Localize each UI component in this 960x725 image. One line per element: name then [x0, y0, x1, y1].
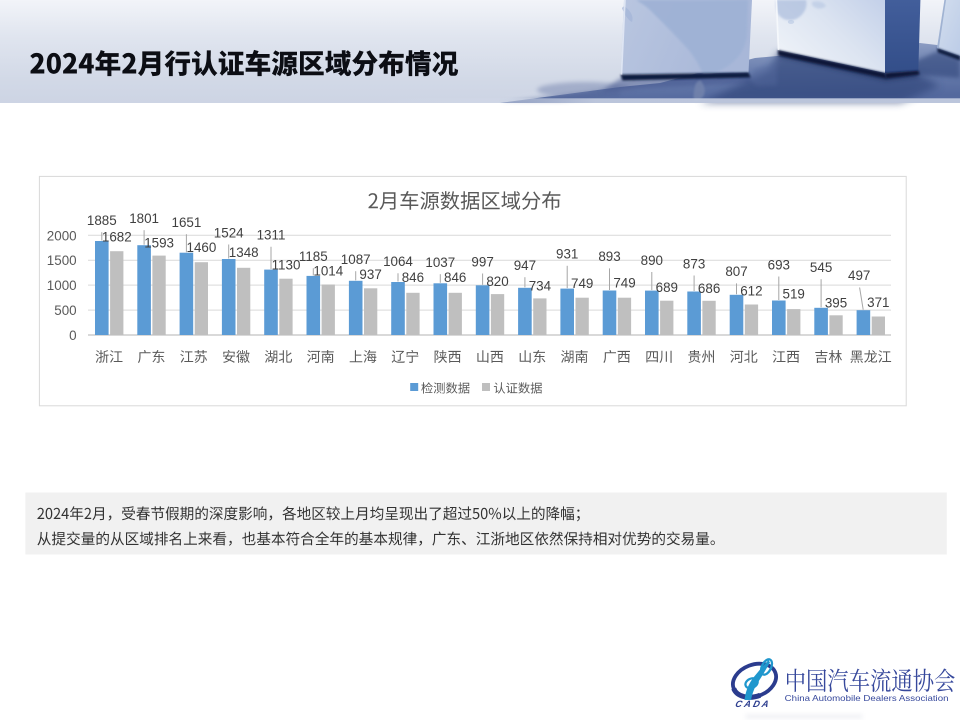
svg-text:890: 890 — [641, 253, 663, 268]
svg-text:893: 893 — [598, 249, 620, 264]
svg-text:1000: 1000 — [47, 278, 77, 293]
svg-text:1037: 1037 — [425, 255, 455, 270]
svg-text:689: 689 — [656, 280, 678, 295]
svg-text:CADA: CADA — [734, 699, 772, 709]
svg-text:807: 807 — [725, 264, 747, 279]
svg-text:2000: 2000 — [47, 228, 77, 243]
svg-text:749: 749 — [571, 276, 593, 291]
svg-text:1064: 1064 — [383, 254, 413, 269]
svg-text:395: 395 — [825, 296, 847, 311]
svg-text:1593: 1593 — [144, 236, 174, 251]
svg-text:931: 931 — [556, 247, 578, 262]
svg-text:371: 371 — [867, 295, 889, 310]
svg-text:873: 873 — [683, 256, 705, 271]
svg-text:612: 612 — [740, 284, 762, 299]
svg-text:1524: 1524 — [214, 225, 244, 240]
svg-text:545: 545 — [810, 260, 832, 275]
svg-text:846: 846 — [402, 270, 424, 285]
svg-text:1500: 1500 — [47, 253, 77, 268]
svg-text:947: 947 — [514, 258, 536, 273]
svg-text:734: 734 — [529, 278, 552, 293]
svg-text:China Automobile Dealers Assoc: China Automobile Dealers Association — [785, 693, 949, 703]
svg-text:937: 937 — [359, 267, 381, 282]
svg-text:1682: 1682 — [102, 230, 132, 245]
svg-text:686: 686 — [698, 281, 720, 296]
svg-text:1087: 1087 — [341, 252, 371, 267]
svg-text:1014: 1014 — [313, 264, 343, 279]
svg-text:1651: 1651 — [172, 215, 202, 230]
svg-text:0: 0 — [69, 328, 76, 343]
svg-text:1311: 1311 — [257, 228, 286, 243]
svg-text:1185: 1185 — [299, 249, 328, 264]
svg-text:1885: 1885 — [87, 213, 117, 228]
svg-text:1801: 1801 — [129, 211, 159, 226]
svg-text:500: 500 — [54, 303, 76, 318]
svg-text:519: 519 — [783, 287, 805, 302]
svg-text:497: 497 — [848, 268, 870, 283]
svg-text:846: 846 — [444, 270, 466, 285]
svg-text:1460: 1460 — [187, 240, 217, 255]
svg-text:820: 820 — [486, 274, 508, 289]
svg-text:693: 693 — [768, 257, 790, 272]
svg-text:1130: 1130 — [272, 257, 301, 272]
svg-text:749: 749 — [613, 276, 635, 291]
svg-text:997: 997 — [471, 254, 493, 269]
svg-text:1348: 1348 — [229, 245, 259, 260]
